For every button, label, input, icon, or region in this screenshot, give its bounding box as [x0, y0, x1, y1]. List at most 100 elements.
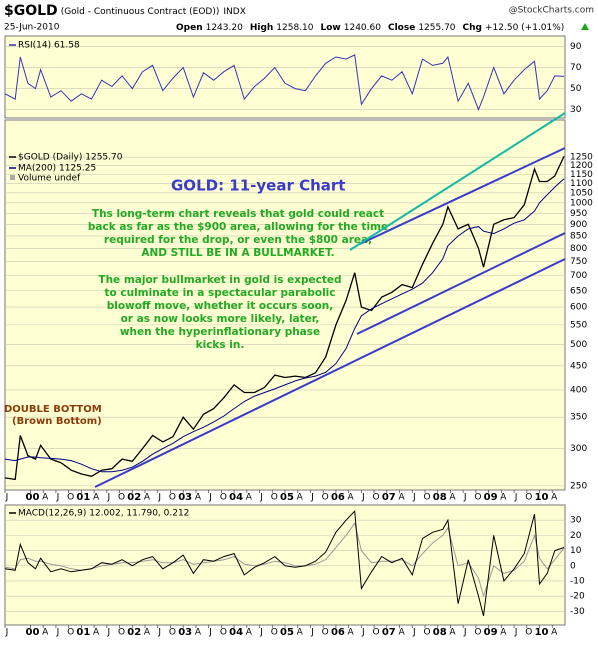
x-tick-label: 02 — [127, 627, 141, 638]
y-tick-label: 850 — [570, 231, 587, 241]
x-tick-label: O — [474, 628, 481, 638]
annotation: The major bullmarket in gold is expected — [98, 274, 341, 286]
quote-value: 1255.70 — [418, 23, 455, 33]
y-tick-label: 350 — [570, 413, 587, 423]
x-tick-label: A — [93, 493, 100, 503]
x-tick-label: J — [463, 493, 467, 503]
annotation: back as far as the $900 area, allowing f… — [88, 221, 388, 233]
legend-label: Volume undef — [18, 174, 81, 184]
y-tick-label: 650 — [570, 286, 587, 296]
annotation: to culminate in a spectacular parabolic — [104, 287, 335, 299]
x-tick-label: A — [297, 493, 304, 503]
x-tick-label: 04 — [229, 627, 243, 638]
y-tick-label: 600 — [570, 303, 587, 313]
x-tick-label: J — [5, 628, 9, 638]
series-line — [4, 156, 565, 481]
x-tick-label: A — [42, 493, 49, 503]
x-tick-label: O — [525, 493, 532, 503]
trend-line — [356, 232, 566, 335]
x-tick-label: J — [5, 493, 9, 503]
annotation: or as now looks more likely, later, — [121, 313, 320, 325]
x-tick-label: J — [259, 628, 263, 638]
y-tick-label: 750 — [570, 257, 587, 267]
x-tick-label: J — [208, 628, 212, 638]
x-tick-label: A — [348, 493, 355, 503]
quote-value: 1240.60 — [344, 23, 381, 33]
legend-label: MACD(12,26,9) 12.002, 11.790, 0.212 — [18, 509, 189, 519]
date: 25-Jun-2010 — [4, 23, 60, 33]
x-tick-label: J — [56, 628, 60, 638]
y-tick-label: 20 — [570, 531, 582, 541]
y-tick-label: 1000 — [570, 198, 593, 208]
y-tick-label: 30 — [570, 516, 582, 526]
x-tick-label: O — [118, 493, 125, 503]
x-tick-label: A — [398, 493, 405, 503]
trend-line — [94, 258, 566, 488]
legend-symbol — [10, 175, 15, 180]
series-line — [4, 509, 565, 617]
x-tick-label: J — [463, 628, 467, 638]
x-tick-label: O — [118, 628, 125, 638]
series-line — [4, 54, 565, 111]
y-tick-label: 1200 — [570, 161, 593, 171]
y-tick-label: 550 — [570, 320, 587, 330]
header-title: $GOLD (Gold - Continuous Contract (EOD)) I… — [4, 3, 246, 19]
symbol: $GOLD — [4, 3, 58, 19]
quote: Open 1243.20 High 1258.10 Low 1240.60 Close 125… — [176, 23, 564, 33]
x-tick-label: A — [449, 628, 456, 638]
x-tick-label: J — [412, 493, 416, 503]
y-tick-label: 70 — [570, 63, 582, 73]
x-tick-label: O — [271, 493, 278, 503]
y-tick-label: -10 — [570, 576, 585, 586]
legend-label: RSI(14) 61.58 — [18, 41, 80, 51]
y-tick-label: 500 — [570, 340, 587, 350]
x-tick-label: 04 — [229, 492, 243, 503]
x-tick-label: O — [67, 628, 74, 638]
x-tick-label: 09 — [484, 492, 498, 503]
x-tick-label: 05 — [280, 627, 294, 638]
x-tick-label: A — [42, 628, 49, 638]
legend-label: MA(200) 1125.25 — [18, 164, 96, 174]
x-tick-label: 03 — [178, 492, 192, 503]
x-tick-label: O — [169, 493, 176, 503]
y-tick-label: 1250 — [570, 153, 593, 163]
annotation: (Brown Bottom) — [12, 416, 102, 427]
quote-label: Open — [176, 23, 203, 33]
y-tick-label: 1150 — [570, 170, 593, 180]
quote-label: Chg — [463, 23, 482, 33]
x-tick-label: O — [423, 493, 430, 503]
x-tick-label: J — [514, 628, 518, 638]
y-tick-label: -20 — [570, 592, 585, 602]
x-tick-label: O — [169, 628, 176, 638]
annotation: DOUBLE BOTTOM — [4, 404, 102, 415]
x-tick-label: J — [310, 493, 314, 503]
x-tick-label: 09 — [484, 627, 498, 638]
y-tick-label: 900 — [570, 220, 587, 230]
y-tick-label: 700 — [570, 271, 587, 281]
source: @StockCharts.com — [509, 6, 594, 16]
x-tick-label: J — [106, 628, 110, 638]
y-tick-label: 250 — [570, 481, 587, 491]
x-tick-label: J — [361, 628, 365, 638]
x-tick-label: 05 — [280, 492, 294, 503]
x-tick-label: J — [310, 628, 314, 638]
x-tick-label: 06 — [331, 627, 345, 638]
x-tick-label: A — [449, 493, 456, 503]
y-tick-label: 1100 — [570, 179, 593, 189]
y-tick-label: 300 — [570, 444, 587, 454]
x-tick-label: J — [157, 628, 161, 638]
x-tick-label: 07 — [382, 492, 396, 503]
x-tick-label: 08 — [433, 492, 447, 503]
quote-label: High — [250, 23, 273, 33]
annotation-title: GOLD: 11-year Chart — [171, 177, 345, 195]
quote-label: Close — [388, 23, 415, 33]
x-tick-label: 07 — [382, 627, 396, 638]
x-tick-label: O — [423, 628, 430, 638]
x-tick-label: 10 — [535, 627, 549, 638]
plot: 3050709025030035040045050055060065070075… — [4, 41, 593, 639]
x-tick-label: A — [246, 493, 253, 503]
x-tick-label: O — [67, 493, 74, 503]
x-tick-label: 02 — [127, 492, 141, 503]
quote-value: 1243.20 — [206, 23, 243, 33]
